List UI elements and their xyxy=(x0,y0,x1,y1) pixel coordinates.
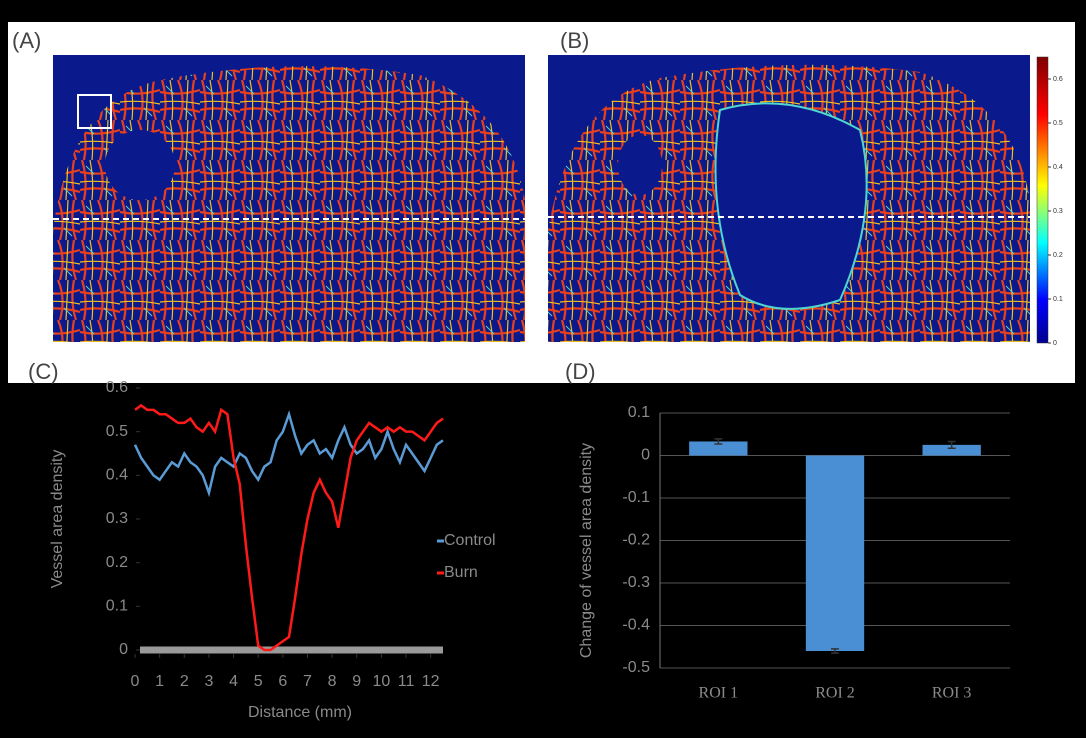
x-tick-label: 11 xyxy=(398,673,415,690)
x-tick-label: 6 xyxy=(278,673,287,690)
y-tick-label: -0.1 xyxy=(622,489,650,506)
image-a xyxy=(53,55,525,342)
colorbar-tick-label: 0.2 xyxy=(1053,252,1063,259)
legend-label: Control xyxy=(444,532,496,549)
y-tick-label: 0.4 xyxy=(106,467,128,484)
panel-label: (B) xyxy=(560,28,589,53)
legend-label: Burn xyxy=(444,564,478,581)
series-line xyxy=(135,405,443,650)
x-tick-label: 5 xyxy=(254,673,263,690)
colorbar-tick-label: 0.5 xyxy=(1053,120,1063,127)
x-tick-label: 1 xyxy=(155,673,164,690)
x-tick-label: 4 xyxy=(229,673,238,690)
x-tick-label: 12 xyxy=(422,673,440,690)
series-line xyxy=(135,414,443,493)
panel-label: (A) xyxy=(12,28,41,53)
x-tick-label: 7 xyxy=(303,673,312,690)
colorbar-tick-label: 0.1 xyxy=(1053,296,1063,303)
x-tick-label: ROI 1 xyxy=(699,685,739,702)
x-tick-label: 0 xyxy=(131,673,140,690)
image-b xyxy=(548,55,1030,342)
x-axis-label: Distance (mm) xyxy=(248,704,352,721)
bar xyxy=(806,456,864,652)
x-tick-label: 10 xyxy=(373,673,391,690)
y-tick-label: 0.2 xyxy=(106,554,128,571)
y-tick-label: -0.4 xyxy=(622,617,650,634)
colorbar xyxy=(1037,57,1048,343)
panel-label: (C) xyxy=(28,359,59,384)
y-tick-label: 0 xyxy=(641,447,650,464)
y-tick-label: 0 xyxy=(119,641,128,658)
y-tick-label: -0.5 xyxy=(622,659,650,676)
x-tick-label: 8 xyxy=(328,673,337,690)
y-tick-label: 0.5 xyxy=(106,423,128,440)
y-axis-label: Change of vessel area density xyxy=(578,443,595,658)
colorbar-tick-label: 0.4 xyxy=(1053,164,1063,171)
y-tick-label: 0.1 xyxy=(106,598,128,615)
figure: (A) (B) (C) (D) 0 0.1 0.2 0.3 0.4 0.5 0.6 0 0.1 0… xyxy=(0,0,1086,738)
x-tick-label: 3 xyxy=(204,673,213,690)
y-tick-label: -0.3 xyxy=(622,574,650,591)
colorbar-tick-label: 0.3 xyxy=(1053,208,1063,215)
colorbar-tick-label: 0.6 xyxy=(1053,76,1063,83)
colorbar-tick-label: 0 xyxy=(1053,340,1057,347)
y-tick-label: -0.2 xyxy=(622,532,650,549)
y-axis-label: Vessel area density xyxy=(49,450,66,589)
panel-label: (D) xyxy=(565,359,596,384)
y-tick-label: 0.3 xyxy=(106,510,128,527)
x-tick-label: 9 xyxy=(352,673,361,690)
y-tick-label: 0.6 xyxy=(106,379,128,396)
x-tick-label: 2 xyxy=(180,673,189,690)
x-tick-label: ROI 2 xyxy=(815,685,855,702)
x-tick-label: ROI 3 xyxy=(932,685,972,702)
y-tick-label: 0.1 xyxy=(628,404,650,421)
